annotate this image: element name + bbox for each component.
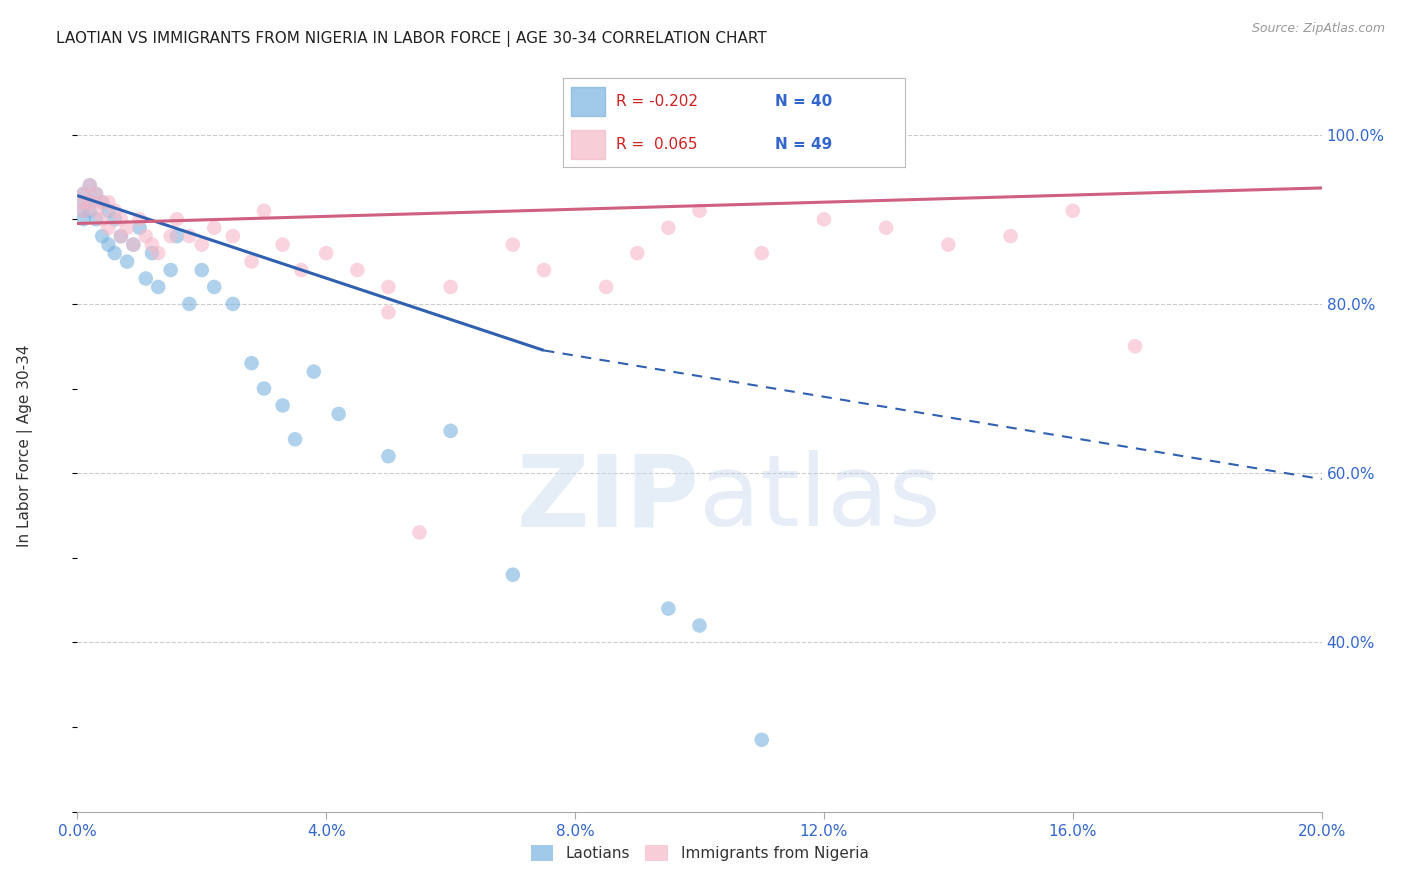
Point	[79, 178, 101, 193]
Point	[315, 246, 337, 260]
Point	[72, 203, 94, 218]
Point	[626, 246, 648, 260]
Point	[135, 271, 157, 285]
Point	[122, 237, 145, 252]
Point	[440, 424, 463, 438]
Legend: Laotians, Immigrants from Nigeria: Laotians, Immigrants from Nigeria	[524, 839, 875, 867]
Point	[148, 246, 170, 260]
Point	[97, 203, 120, 218]
Point	[91, 195, 114, 210]
Point	[141, 237, 163, 252]
Point	[104, 246, 127, 260]
Point	[79, 203, 101, 218]
Point	[128, 220, 150, 235]
Text: Source: ZipAtlas.com: Source: ZipAtlas.com	[1251, 22, 1385, 36]
Text: LAOTIAN VS IMMIGRANTS FROM NIGERIA IN LABOR FORCE | AGE 30-34 CORRELATION CHART: LAOTIAN VS IMMIGRANTS FROM NIGERIA IN LA…	[56, 31, 768, 47]
Point	[202, 220, 225, 235]
Point	[166, 212, 188, 227]
Point	[240, 356, 263, 370]
Point	[84, 212, 107, 227]
Point	[328, 407, 350, 421]
Point	[377, 280, 399, 294]
Point	[84, 186, 107, 201]
Point	[79, 178, 101, 193]
Point	[159, 229, 181, 244]
Point	[1123, 339, 1146, 353]
Point	[302, 365, 325, 379]
Text: In Labor Force | Age 30-34: In Labor Force | Age 30-34	[17, 344, 34, 548]
Point	[97, 237, 120, 252]
Point	[440, 280, 463, 294]
Point	[122, 237, 145, 252]
Point	[72, 212, 94, 227]
Point	[91, 195, 114, 210]
Point	[115, 254, 138, 268]
Point	[72, 186, 94, 201]
Point	[689, 203, 711, 218]
Point	[135, 229, 157, 244]
Point	[377, 449, 399, 463]
Point	[271, 237, 294, 252]
Point	[502, 237, 524, 252]
Point	[346, 263, 368, 277]
Point	[657, 601, 679, 615]
Point	[179, 229, 201, 244]
Point	[290, 263, 312, 277]
Point	[657, 220, 679, 235]
Point	[751, 732, 773, 747]
Point	[240, 254, 263, 268]
Text: atlas: atlas	[700, 450, 941, 548]
Point	[751, 246, 773, 260]
Point	[1062, 203, 1084, 218]
Point	[875, 220, 897, 235]
Point	[202, 280, 225, 294]
Point	[284, 433, 307, 447]
Point	[595, 280, 617, 294]
Point	[159, 263, 181, 277]
Point	[222, 229, 245, 244]
Point	[72, 195, 94, 210]
Point	[377, 305, 399, 319]
Point	[191, 263, 214, 277]
Point	[1000, 229, 1022, 244]
Point	[502, 567, 524, 582]
Point	[813, 212, 835, 227]
Point	[79, 195, 101, 210]
Point	[938, 237, 960, 252]
Point	[253, 382, 276, 396]
Point	[72, 203, 94, 218]
Point	[115, 220, 138, 235]
Point	[128, 212, 150, 227]
Point	[141, 246, 163, 260]
Point	[79, 195, 101, 210]
Point	[104, 212, 127, 227]
Point	[97, 220, 120, 235]
Point	[104, 203, 127, 218]
Point	[148, 280, 170, 294]
Point	[72, 195, 94, 210]
Point	[91, 212, 114, 227]
Point	[84, 203, 107, 218]
Point	[689, 618, 711, 632]
Point	[97, 195, 120, 210]
Point	[91, 229, 114, 244]
Point	[179, 297, 201, 311]
Point	[166, 229, 188, 244]
Point	[110, 229, 132, 244]
Point	[191, 237, 214, 252]
Text: ZIP: ZIP	[516, 450, 700, 548]
Point	[84, 186, 107, 201]
Point	[408, 525, 430, 540]
Point	[222, 297, 245, 311]
Point	[271, 399, 294, 413]
Point	[253, 203, 276, 218]
Point	[72, 186, 94, 201]
Point	[110, 229, 132, 244]
Point	[533, 263, 555, 277]
Point	[110, 212, 132, 227]
